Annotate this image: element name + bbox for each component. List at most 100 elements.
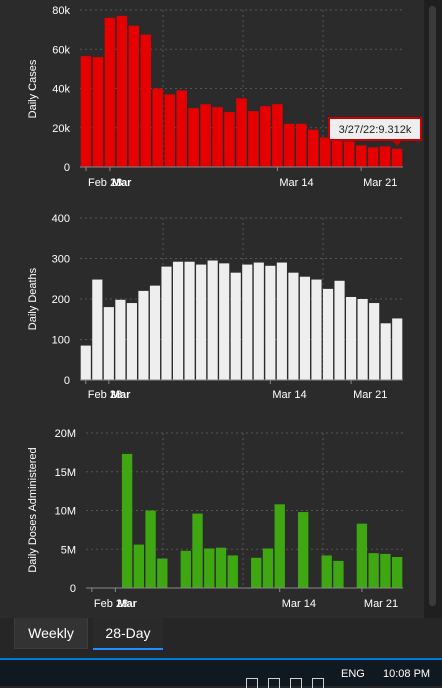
bar[interactable] bbox=[343, 141, 355, 167]
bar[interactable] bbox=[379, 146, 391, 167]
bar[interactable] bbox=[180, 550, 191, 588]
bar[interactable] bbox=[248, 111, 259, 167]
tab-bar: Weekly 28-Day bbox=[0, 618, 442, 658]
bar[interactable] bbox=[161, 266, 172, 380]
bar[interactable] bbox=[298, 512, 309, 588]
bar[interactable] bbox=[103, 307, 114, 380]
tooltip-pointer bbox=[392, 140, 403, 146]
x-tick-label: Mar bbox=[112, 177, 132, 189]
bar[interactable] bbox=[121, 453, 133, 588]
bar[interactable] bbox=[236, 98, 247, 167]
bar[interactable] bbox=[188, 108, 199, 167]
bar[interactable] bbox=[321, 555, 332, 588]
bar[interactable] bbox=[184, 261, 195, 380]
bar[interactable] bbox=[265, 265, 276, 380]
bar[interactable] bbox=[391, 557, 403, 588]
bar[interactable] bbox=[284, 123, 295, 167]
bar[interactable] bbox=[355, 145, 367, 167]
bar[interactable] bbox=[288, 272, 299, 380]
tray-icons bbox=[246, 678, 336, 688]
bar[interactable] bbox=[260, 106, 271, 167]
y-tick-label: 20M bbox=[55, 428, 76, 440]
bar[interactable] bbox=[346, 296, 357, 380]
bar[interactable] bbox=[272, 104, 283, 167]
language-indicator[interactable]: ENG bbox=[341, 668, 365, 680]
bar[interactable] bbox=[80, 56, 92, 167]
bar[interactable] bbox=[251, 557, 262, 588]
bar[interactable] bbox=[331, 140, 343, 167]
bar[interactable] bbox=[149, 285, 161, 380]
battery-icon[interactable] bbox=[312, 678, 324, 688]
bar[interactable] bbox=[140, 34, 152, 167]
bar[interactable] bbox=[207, 260, 218, 380]
bar[interactable] bbox=[357, 299, 368, 380]
bar[interactable] bbox=[200, 104, 211, 167]
x-tick-label: Mar bbox=[111, 389, 131, 401]
x-tick-label: Mar 14 bbox=[282, 598, 316, 610]
bar[interactable] bbox=[104, 17, 116, 167]
bar[interactable] bbox=[92, 279, 103, 380]
bar[interactable] bbox=[262, 548, 274, 588]
bar[interactable] bbox=[307, 129, 319, 167]
bar[interactable] bbox=[145, 510, 156, 589]
bar[interactable] bbox=[380, 553, 391, 588]
y-tick-label: 20k bbox=[52, 123, 70, 135]
bar[interactable] bbox=[92, 57, 104, 167]
tab-weekly[interactable]: Weekly bbox=[14, 618, 88, 649]
bar[interactable] bbox=[242, 264, 253, 380]
bar[interactable] bbox=[391, 148, 403, 167]
bar[interactable] bbox=[368, 553, 379, 588]
y-tick-label: 0 bbox=[64, 162, 70, 174]
bar[interactable] bbox=[204, 548, 215, 588]
bar[interactable] bbox=[334, 280, 345, 380]
bar[interactable] bbox=[128, 25, 140, 168]
bar[interactable] bbox=[152, 88, 164, 168]
bar[interactable] bbox=[115, 299, 126, 380]
bar[interactable] bbox=[157, 558, 168, 588]
bar[interactable] bbox=[333, 560, 344, 588]
bar[interactable] bbox=[230, 272, 241, 380]
bar[interactable] bbox=[192, 513, 203, 588]
bar[interactable] bbox=[215, 547, 227, 588]
taskbar: ENG 10:08 PM bbox=[0, 658, 442, 688]
bar[interactable] bbox=[212, 107, 223, 167]
bar[interactable] bbox=[274, 504, 285, 588]
bar[interactable] bbox=[224, 112, 235, 167]
bar[interactable] bbox=[219, 263, 230, 380]
y-tick-label: 400 bbox=[52, 213, 70, 225]
bar[interactable] bbox=[172, 261, 184, 380]
bar[interactable] bbox=[367, 147, 379, 167]
x-tick-label: Mar bbox=[117, 598, 137, 610]
bar[interactable] bbox=[356, 523, 368, 588]
y-tick-label: 15M bbox=[55, 467, 76, 479]
clock[interactable]: 10:08 PM bbox=[383, 668, 431, 680]
scrollbar-thumb[interactable] bbox=[429, 6, 436, 606]
x-tick-label: Mar 21 bbox=[364, 598, 398, 610]
bar[interactable] bbox=[138, 290, 149, 380]
bar[interactable] bbox=[380, 323, 391, 380]
bar[interactable] bbox=[126, 303, 137, 380]
x-tick-label: Feb 28 bbox=[88, 389, 122, 401]
bar[interactable] bbox=[276, 262, 287, 380]
bar[interactable] bbox=[392, 318, 403, 380]
tab-28-day[interactable]: 28-Day bbox=[93, 618, 163, 650]
scrollbar[interactable] bbox=[424, 0, 442, 618]
bar[interactable] bbox=[176, 90, 187, 167]
bar[interactable] bbox=[299, 276, 311, 380]
bar[interactable] bbox=[227, 555, 238, 588]
bar[interactable] bbox=[322, 288, 334, 380]
location-icon[interactable] bbox=[246, 678, 258, 688]
bar[interactable] bbox=[116, 15, 128, 168]
network-icon[interactable] bbox=[268, 678, 280, 688]
bar[interactable] bbox=[369, 303, 380, 380]
bar[interactable] bbox=[164, 94, 176, 167]
bar[interactable] bbox=[296, 123, 307, 167]
bar[interactable] bbox=[253, 262, 264, 380]
y-tick-label: 0 bbox=[64, 375, 70, 387]
bar[interactable] bbox=[80, 345, 91, 380]
bar[interactable] bbox=[196, 264, 207, 380]
bar[interactable] bbox=[319, 137, 331, 167]
bar[interactable] bbox=[311, 279, 322, 380]
volume-icon[interactable] bbox=[290, 678, 302, 688]
bar[interactable] bbox=[133, 544, 145, 588]
